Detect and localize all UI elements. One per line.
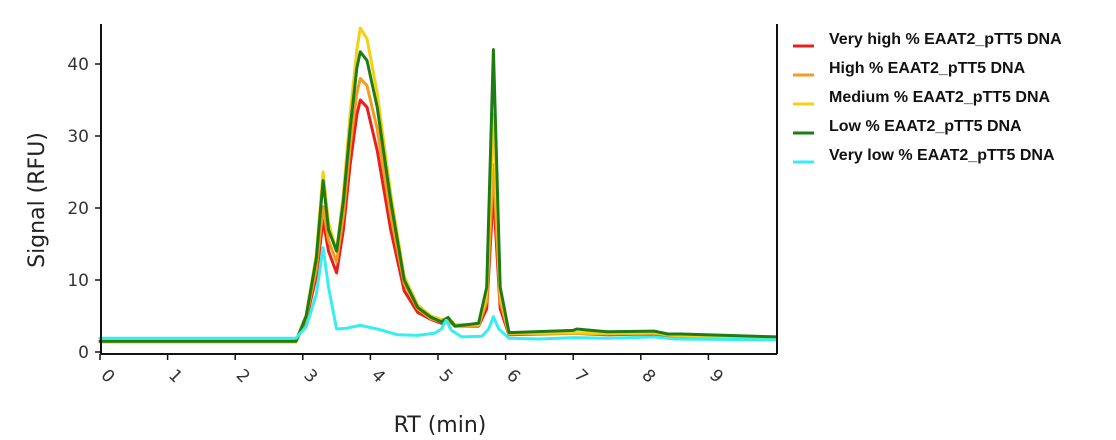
legend-label: Medium % EAAT2_pTT5 DNA	[829, 89, 1051, 106]
axes	[100, 24, 778, 355]
x-tick-label: 5	[435, 366, 457, 388]
y-tick-label: 0	[78, 343, 89, 363]
legend: Very high % EAAT2_pTT5 DNA High % EAAT2_p…	[793, 31, 1062, 164]
series-line-4	[98, 48, 778, 343]
legend-label: High % EAAT2_pTT5 DNA	[829, 60, 1026, 77]
x-tick-label: 6	[502, 366, 524, 388]
x-tick-label: 7	[570, 366, 592, 388]
x-tick-label: 8	[637, 366, 659, 388]
y-tick-label: 10	[67, 271, 89, 291]
x-tick-label: 4	[367, 366, 389, 388]
plot-area	[98, 26, 778, 344]
x-tick-label: 2	[232, 366, 254, 388]
legend-label: Very high % EAAT2_pTT5 DNA	[829, 31, 1062, 48]
x-tick-label: 0	[97, 366, 119, 388]
y-axis-title: Signal (RFU)	[25, 132, 50, 268]
legend-label: Low % EAAT2_pTT5 DNA	[829, 118, 1022, 135]
series-line-3	[98, 26, 778, 344]
legend-label: Very low % EAAT2_pTT5 DNA	[829, 147, 1055, 164]
x-axis-ticks: 0 1 2 3 4 5 6 7 8 9	[97, 354, 727, 387]
x-tick-label: 9	[705, 366, 727, 388]
y-tick-label: 20	[67, 199, 89, 219]
x-tick-label: 3	[299, 366, 321, 388]
series-line-5	[98, 246, 778, 342]
series-line-2	[98, 76, 778, 344]
y-tick-label: 40	[67, 55, 89, 75]
x-tick-label: 1	[164, 366, 186, 388]
y-tick-label: 30	[67, 127, 89, 147]
series-line-1	[98, 98, 778, 344]
y-axis-ticks: 0 10 20 30 40	[67, 55, 101, 363]
x-axis-title: RT (min)	[394, 413, 487, 438]
